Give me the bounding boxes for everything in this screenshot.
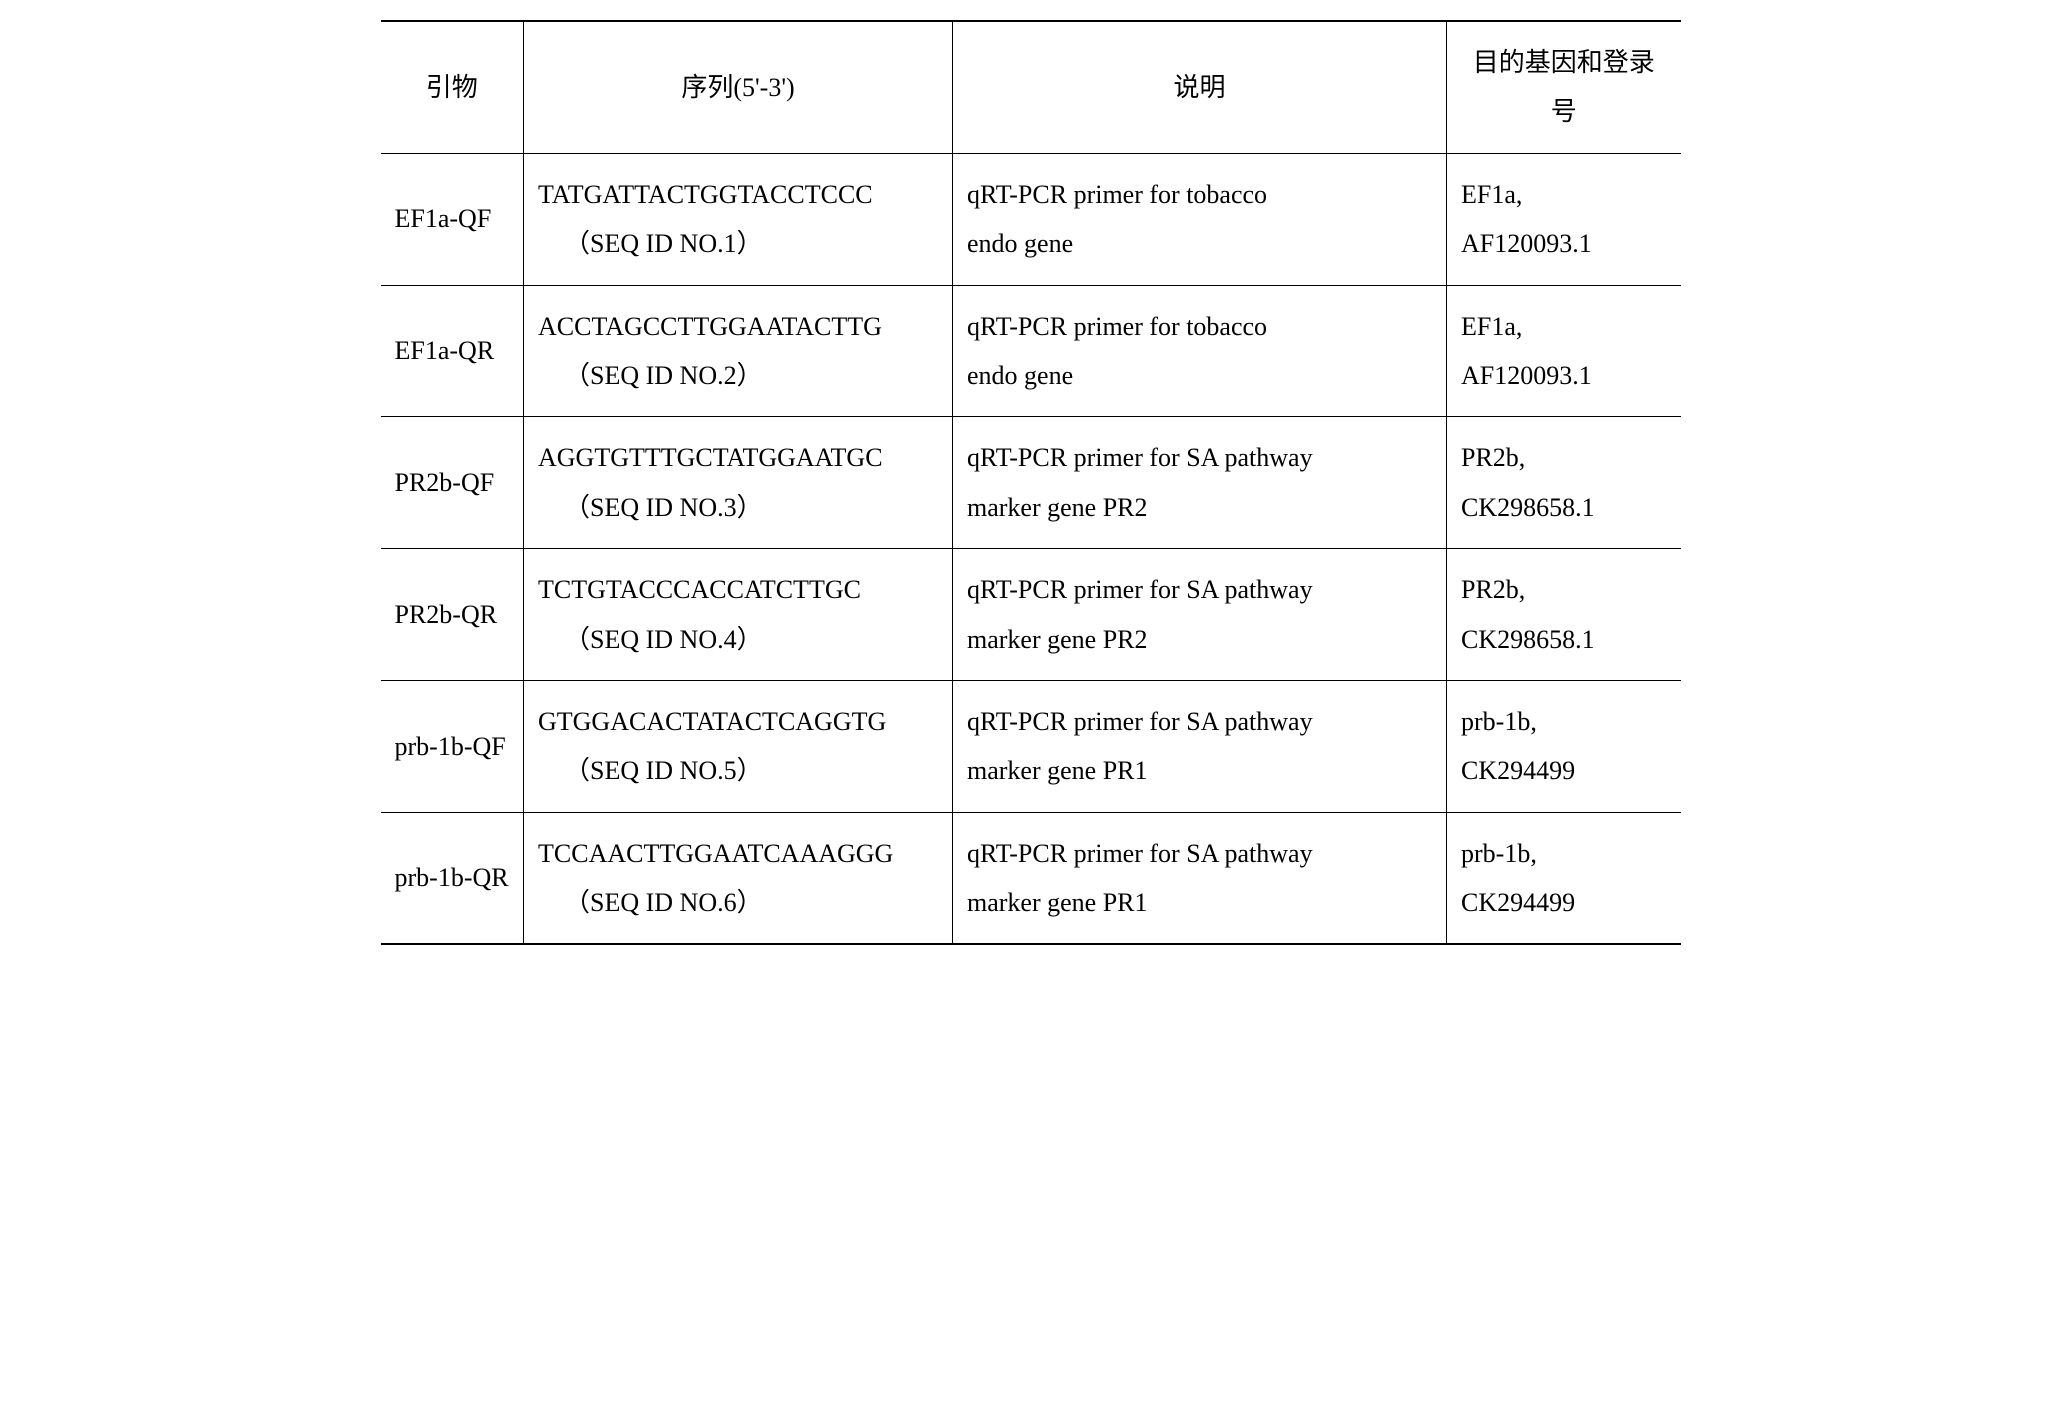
cell-sequence: AGGTGTTTGCTATGGAATGC （SEQ ID NO.3） xyxy=(524,417,953,549)
cell-gene: prb-1b, CK294499 xyxy=(1447,812,1681,944)
gene-line: EF1a, xyxy=(1461,312,1522,341)
desc-line: marker gene PR2 xyxy=(967,493,1148,522)
desc-line: marker gene PR1 xyxy=(967,756,1148,785)
sequence-text: TCTGTACCCACCATCTTGC xyxy=(538,575,861,604)
sequence-text: TATGATTACTGGTACCTCCC xyxy=(538,180,873,209)
table-row: PR2b-QF AGGTGTTTGCTATGGAATGC （SEQ ID NO.… xyxy=(381,417,1681,549)
cell-primer: PR2b-QR xyxy=(381,549,524,681)
cell-gene: EF1a, AF120093.1 xyxy=(1447,285,1681,417)
cell-primer: prb-1b-QR xyxy=(381,812,524,944)
cell-description: qRT-PCR primer for SA pathway marker gen… xyxy=(953,680,1447,812)
desc-line: qRT-PCR primer for SA pathway xyxy=(967,839,1313,868)
table-row: EF1a-QR ACCTAGCCTTGGAATACTTG （SEQ ID NO.… xyxy=(381,285,1681,417)
desc-line: marker gene PR2 xyxy=(967,625,1148,654)
gene-line: prb-1b, xyxy=(1461,707,1537,736)
sequence-text: TCCAACTTGGAATCAAAGGG xyxy=(538,839,893,868)
desc-line: qRT-PCR primer for SA pathway xyxy=(967,575,1313,604)
cell-sequence: GTGGACACTATACTCAGGTG （SEQ ID NO.5） xyxy=(524,680,953,812)
primer-table: 引物 序列(5'-3') 说明 目的基因和登录号 EF1a-QF TATGATT… xyxy=(381,20,1681,945)
desc-line: qRT-PCR primer for tobacco xyxy=(967,312,1267,341)
desc-line: qRT-PCR primer for tobacco xyxy=(967,180,1267,209)
seq-id-text: （SEQ ID NO.4） xyxy=(538,615,938,664)
gene-line: CK294499 xyxy=(1461,756,1575,785)
cell-gene: prb-1b, CK294499 xyxy=(1447,680,1681,812)
gene-line: CK298658.1 xyxy=(1461,493,1595,522)
sequence-text: ACCTAGCCTTGGAATACTTG xyxy=(538,312,882,341)
desc-line: qRT-PCR primer for SA pathway xyxy=(967,443,1313,472)
cell-sequence: ACCTAGCCTTGGAATACTTG （SEQ ID NO.2） xyxy=(524,285,953,417)
gene-line: prb-1b, xyxy=(1461,839,1537,868)
gene-line: AF120093.1 xyxy=(1461,229,1592,258)
cell-primer: EF1a-QF xyxy=(381,153,524,285)
table-body: EF1a-QF TATGATTACTGGTACCTCCC （SEQ ID NO.… xyxy=(381,153,1681,944)
cell-primer: PR2b-QF xyxy=(381,417,524,549)
cell-gene: EF1a, AF120093.1 xyxy=(1447,153,1681,285)
sequence-text: AGGTGTTTGCTATGGAATGC xyxy=(538,443,883,472)
desc-line: endo gene xyxy=(967,229,1073,258)
header-primer: 引物 xyxy=(381,21,524,153)
cell-gene: PR2b, CK298658.1 xyxy=(1447,417,1681,549)
seq-id-text: （SEQ ID NO.5） xyxy=(538,746,938,795)
desc-line: marker gene PR1 xyxy=(967,888,1148,917)
seq-id-text: （SEQ ID NO.2） xyxy=(538,351,938,400)
header-sequence: 序列(5'-3') xyxy=(524,21,953,153)
cell-description: qRT-PCR primer for SA pathway marker gen… xyxy=(953,812,1447,944)
seq-id-text: （SEQ ID NO.6） xyxy=(538,878,938,927)
gene-line: EF1a, xyxy=(1461,180,1522,209)
cell-gene: PR2b, CK298658.1 xyxy=(1447,549,1681,681)
table-row: PR2b-QR TCTGTACCCACCATCTTGC （SEQ ID NO.4… xyxy=(381,549,1681,681)
header-description: 说明 xyxy=(953,21,1447,153)
header-gene: 目的基因和登录号 xyxy=(1447,21,1681,153)
cell-primer: EF1a-QR xyxy=(381,285,524,417)
cell-description: qRT-PCR primer for SA pathway marker gen… xyxy=(953,549,1447,681)
cell-sequence: TATGATTACTGGTACCTCCC （SEQ ID NO.1） xyxy=(524,153,953,285)
desc-line: qRT-PCR primer for SA pathway xyxy=(967,707,1313,736)
sequence-text: GTGGACACTATACTCAGGTG xyxy=(538,707,886,736)
cell-primer: prb-1b-QF xyxy=(381,680,524,812)
table-row: prb-1b-QR TCCAACTTGGAATCAAAGGG （SEQ ID N… xyxy=(381,812,1681,944)
gene-line: AF120093.1 xyxy=(1461,361,1592,390)
cell-sequence: TCCAACTTGGAATCAAAGGG （SEQ ID NO.6） xyxy=(524,812,953,944)
desc-line: endo gene xyxy=(967,361,1073,390)
cell-description: qRT-PCR primer for SA pathway marker gen… xyxy=(953,417,1447,549)
cell-description: qRT-PCR primer for tobacco endo gene xyxy=(953,153,1447,285)
gene-line: CK294499 xyxy=(1461,888,1575,917)
seq-id-text: （SEQ ID NO.3） xyxy=(538,483,938,532)
gene-line: CK298658.1 xyxy=(1461,625,1595,654)
table-header-row: 引物 序列(5'-3') 说明 目的基因和登录号 xyxy=(381,21,1681,153)
gene-line: PR2b, xyxy=(1461,575,1525,604)
table-row: prb-1b-QF GTGGACACTATACTCAGGTG （SEQ ID N… xyxy=(381,680,1681,812)
gene-line: PR2b, xyxy=(1461,443,1525,472)
cell-description: qRT-PCR primer for tobacco endo gene xyxy=(953,285,1447,417)
table-row: EF1a-QF TATGATTACTGGTACCTCCC （SEQ ID NO.… xyxy=(381,153,1681,285)
seq-id-text: （SEQ ID NO.1） xyxy=(538,219,938,268)
cell-sequence: TCTGTACCCACCATCTTGC （SEQ ID NO.4） xyxy=(524,549,953,681)
